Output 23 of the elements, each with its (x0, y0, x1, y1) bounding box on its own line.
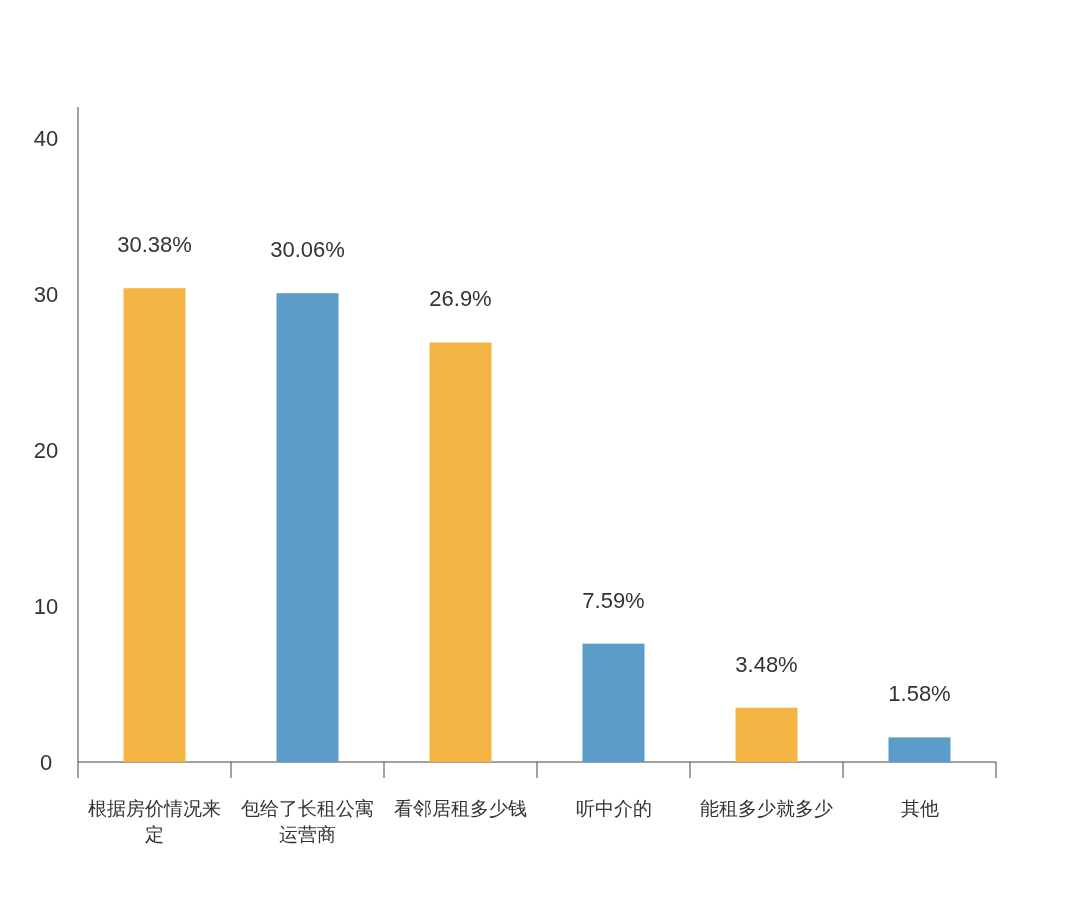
y-tick-label: 0 (39, 750, 53, 775)
data-label: 3.48% (735, 651, 798, 677)
x-tick-label: 看邻居租多少钱 (393, 797, 528, 821)
y-tick-label: 40 (33, 126, 59, 152)
x-tick-label: 听中介的 (574, 797, 653, 821)
y-tick-label: 30 (33, 282, 59, 308)
bar (582, 643, 645, 762)
bar (888, 737, 951, 762)
data-label: 26.9% (429, 286, 492, 312)
bar (735, 707, 798, 762)
data-label: 30.38% (117, 232, 192, 258)
x-tick-label: 根据房价情况来定 (87, 797, 222, 847)
x-tick-label: 包给了长租公寓运营商 (240, 797, 375, 847)
y-tick-label: 20 (33, 438, 59, 464)
data-label: 1.58% (888, 681, 951, 707)
bar (276, 293, 339, 762)
data-label: 30.06% (270, 237, 345, 263)
x-tick-label: 能租多少就多少 (699, 797, 834, 821)
x-tick-label: 其他 (899, 797, 940, 821)
bar (429, 342, 492, 762)
data-label: 7.59% (582, 587, 645, 613)
bar (123, 288, 186, 762)
y-tick-label: 10 (33, 594, 59, 620)
